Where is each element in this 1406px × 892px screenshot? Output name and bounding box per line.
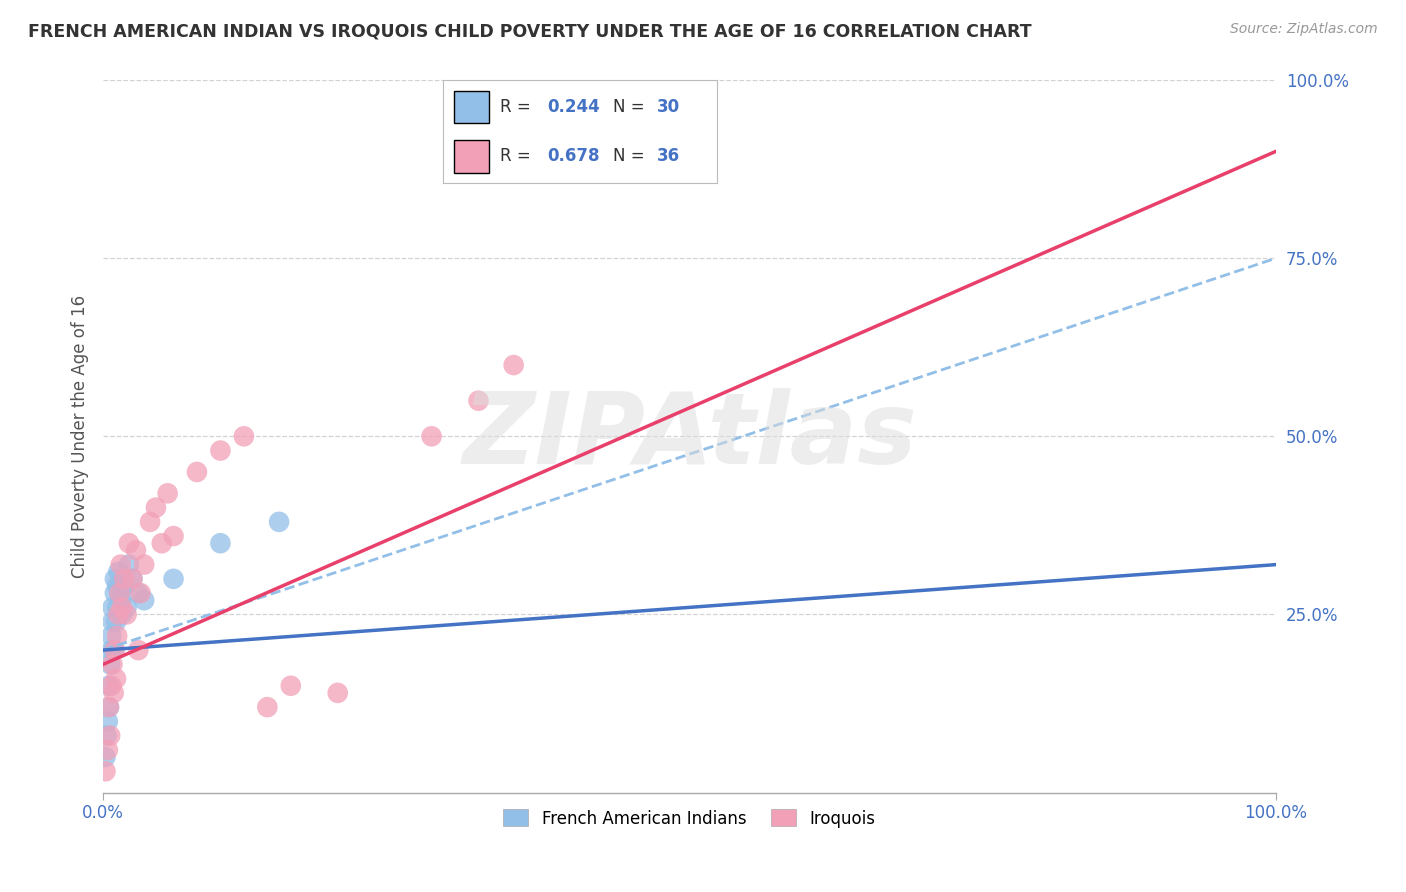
Point [97,743,120,757]
Text: 30: 30 [657,98,681,116]
Point [115,607,138,622]
FancyBboxPatch shape [454,140,489,173]
Point [156,486,179,500]
Point [139,515,162,529]
Point [96,729,118,743]
Point [98,729,121,743]
Point [162,529,184,543]
Point [127,643,149,657]
Point [467,393,489,408]
Point [121,572,143,586]
Point [104,643,127,657]
Point [118,558,141,572]
Text: N =: N = [613,98,650,116]
Point [98,679,121,693]
Text: 0.244: 0.244 [547,98,600,116]
Point [111,600,134,615]
Point [98,700,121,714]
Text: ZIPAtlas: ZIPAtlas [463,388,917,485]
Point [100,629,122,643]
Point [108,586,131,600]
Point [104,586,127,600]
Point [100,679,122,693]
Point [502,358,524,372]
FancyBboxPatch shape [454,91,489,123]
Point [115,600,138,615]
Text: R =: R = [501,98,537,116]
Point [150,536,173,550]
Point [97,714,120,729]
Point [101,657,124,672]
Point [110,558,132,572]
Point [145,500,167,515]
Text: Source: ZipAtlas.com: Source: ZipAtlas.com [1230,22,1378,37]
Point [420,429,443,443]
Point [112,572,135,586]
Text: FRENCH AMERICAN INDIAN VS IROQUOIS CHILD POVERTY UNDER THE AGE OF 16 CORRELATION: FRENCH AMERICAN INDIAN VS IROQUOIS CHILD… [28,22,1032,40]
Point [94,764,117,779]
Y-axis label: Child Poverty Under the Age of 16: Child Poverty Under the Age of 16 [72,294,89,578]
Point [111,607,134,622]
Point [100,643,122,657]
Point [105,579,128,593]
Point [107,565,129,579]
Text: 36: 36 [657,147,681,165]
Point [103,643,125,657]
Point [94,750,117,764]
Point [101,615,124,629]
Legend: French American Indians, Iroquois: French American Indians, Iroquois [496,803,883,834]
Point [267,515,290,529]
Point [118,536,141,550]
Point [162,572,184,586]
Point [134,593,156,607]
Point [112,572,135,586]
Point [129,586,152,600]
Point [127,586,149,600]
Point [103,686,125,700]
Text: R =: R = [501,147,537,165]
Point [105,615,128,629]
Point [105,629,128,643]
Point [134,558,156,572]
Point [280,679,302,693]
Point [107,607,129,622]
Point [105,600,128,615]
Point [121,572,143,586]
Point [112,579,135,593]
Point [98,657,121,672]
Text: N =: N = [613,147,650,165]
Point [101,600,124,615]
Point [209,443,232,458]
Point [186,465,208,479]
Point [209,536,232,550]
Text: 0.678: 0.678 [547,147,599,165]
Point [98,700,121,714]
Point [108,586,131,600]
Point [125,543,148,558]
Point [326,686,349,700]
Point [232,429,254,443]
Point [110,593,132,607]
Point [105,672,128,686]
Point [104,572,127,586]
Point [256,700,278,714]
